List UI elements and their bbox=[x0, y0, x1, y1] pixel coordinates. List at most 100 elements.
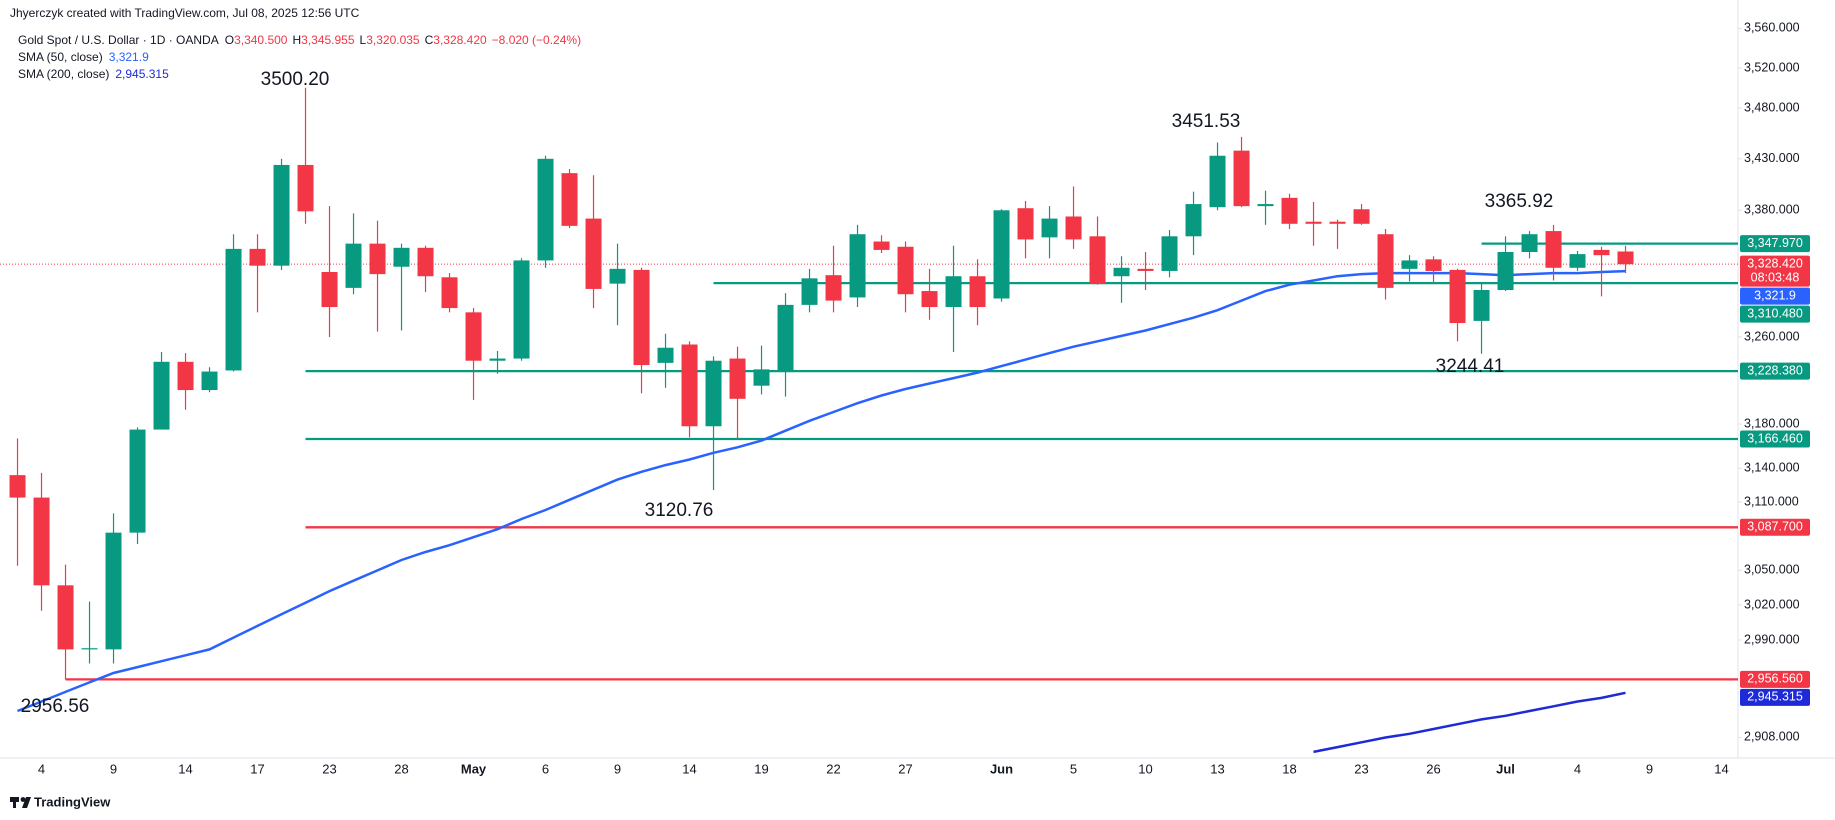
x-tick-label: 14 bbox=[1714, 761, 1728, 776]
x-tick-label: 22 bbox=[826, 761, 840, 776]
symbol: Gold Spot / U.S. Dollar · 1D · OANDA bbox=[18, 33, 219, 47]
price-tag bbox=[1740, 287, 1810, 305]
ohlc-key: C bbox=[425, 33, 434, 47]
price-tag-label: 2,945.315 bbox=[1747, 690, 1803, 704]
candle-body bbox=[777, 304, 794, 371]
candle-body bbox=[1353, 209, 1370, 224]
price-tag-label: 3,310.480 bbox=[1747, 306, 1803, 320]
candle-body bbox=[753, 369, 770, 386]
candle-body bbox=[1425, 259, 1442, 271]
candle-body bbox=[1497, 252, 1514, 290]
candle-body bbox=[273, 164, 290, 266]
candle-body bbox=[657, 347, 674, 363]
candle-body bbox=[1473, 289, 1490, 321]
candle-body bbox=[1545, 231, 1562, 268]
price-tag-label: 3,321.9 bbox=[1754, 288, 1796, 302]
price-tag-label: 3,087.700 bbox=[1747, 520, 1803, 534]
change: −8.020 (−0.24%) bbox=[492, 33, 581, 47]
candle-body bbox=[465, 312, 482, 361]
candle-body bbox=[681, 344, 698, 427]
x-tick-label: 9 bbox=[1646, 761, 1653, 776]
x-tick-label: 28 bbox=[394, 761, 408, 776]
x-tick-label: Jun bbox=[990, 761, 1013, 776]
x-tick-label: 23 bbox=[322, 761, 336, 776]
legend-name: SMA (50, close) bbox=[18, 50, 103, 64]
ohlc-value: 3,320.035 bbox=[366, 33, 420, 47]
candle-body bbox=[1113, 267, 1130, 277]
y-tick-label: 3,110.000 bbox=[1744, 494, 1799, 508]
y-tick-label: 2,990.000 bbox=[1744, 632, 1800, 646]
price-tag bbox=[1740, 518, 1810, 536]
candle-body bbox=[321, 272, 338, 308]
y-tick-label: 3,050.000 bbox=[1744, 563, 1800, 577]
price-tag-label: 3,166.460 bbox=[1747, 431, 1803, 445]
candle-body bbox=[57, 585, 74, 650]
legend-value: 3,321.9 bbox=[109, 50, 149, 64]
y-tick-label: 3,380.000 bbox=[1744, 203, 1800, 217]
x-tick-label: 13 bbox=[1210, 761, 1224, 776]
candle-body bbox=[633, 269, 650, 366]
price-tag-label: 08:03:48 bbox=[1751, 270, 1800, 284]
candle-body bbox=[489, 358, 506, 361]
candle-body bbox=[969, 276, 986, 308]
y-tick-label: 3,180.000 bbox=[1744, 416, 1800, 430]
plot-area bbox=[0, 87, 1738, 754]
candle-body bbox=[609, 268, 626, 284]
ohlc-value: 3,340.500 bbox=[234, 33, 288, 47]
price-tag-label: 2,956.560 bbox=[1747, 672, 1803, 686]
candle-body bbox=[345, 243, 362, 288]
x-tick-label: 10 bbox=[1138, 761, 1152, 776]
logo-part bbox=[22, 797, 31, 808]
price-tag bbox=[1740, 430, 1810, 448]
sma-legend: SMA (50, close) 3,321.9 bbox=[18, 50, 149, 64]
candle-body bbox=[825, 275, 842, 301]
candle-body bbox=[1593, 249, 1610, 256]
ohlc-value: 3,345.955 bbox=[301, 33, 355, 47]
candle-body bbox=[1041, 218, 1058, 238]
price-annotation: 3244.41 bbox=[1436, 356, 1505, 377]
candle-body bbox=[585, 218, 602, 289]
candle-body bbox=[1521, 234, 1538, 253]
y-tick-label: 3,560.000 bbox=[1744, 21, 1800, 35]
candle-body bbox=[1185, 204, 1202, 237]
x-tick-label: 9 bbox=[110, 761, 117, 776]
x-tick-label: 9 bbox=[614, 761, 621, 776]
candle-body bbox=[705, 360, 722, 427]
ohlc-value: 3,328.420 bbox=[433, 33, 487, 47]
y-tick-label: 3,140.000 bbox=[1744, 461, 1800, 475]
x-tick-label: 4 bbox=[38, 761, 45, 776]
price-tag bbox=[1740, 255, 1810, 287]
price-annotation: 3365.92 bbox=[1485, 191, 1554, 212]
candle-body bbox=[897, 246, 914, 295]
x-tick-label: 26 bbox=[1426, 761, 1440, 776]
x-tick-label: 14 bbox=[178, 761, 192, 776]
candle-body bbox=[33, 497, 50, 586]
sma-line bbox=[1313, 691, 1626, 754]
x-tick-label: 19 bbox=[754, 761, 768, 776]
price-tag-label: 3,228.380 bbox=[1747, 363, 1803, 377]
candle-body bbox=[297, 164, 314, 212]
price-tag-label: 3,347.970 bbox=[1747, 236, 1803, 250]
footer-brand: TradingView bbox=[34, 794, 111, 809]
candle-body bbox=[993, 210, 1010, 299]
candle-body bbox=[1617, 251, 1634, 265]
price-tag-label: 3,328.420 bbox=[1747, 256, 1803, 270]
price-annotation: 3120.76 bbox=[645, 500, 714, 521]
price-axis: 3,560.000 3,520.000 3,480.000 3,430.000 3,38… bbox=[1738, 21, 1800, 744]
candle-body bbox=[849, 234, 866, 298]
price-annotation: 2956.56 bbox=[21, 696, 90, 717]
x-tick-label: 27 bbox=[898, 761, 912, 776]
candle-body bbox=[561, 173, 578, 226]
candle-body bbox=[513, 260, 530, 359]
candle-body bbox=[1449, 269, 1466, 324]
candle-body bbox=[1305, 221, 1322, 224]
y-tick-label: 3,480.000 bbox=[1744, 100, 1800, 114]
candle-body bbox=[945, 276, 962, 308]
candle-body bbox=[1377, 234, 1394, 288]
x-tick-label: 6 bbox=[542, 761, 549, 776]
candle-body bbox=[249, 248, 266, 266]
logo-part bbox=[13, 797, 16, 808]
